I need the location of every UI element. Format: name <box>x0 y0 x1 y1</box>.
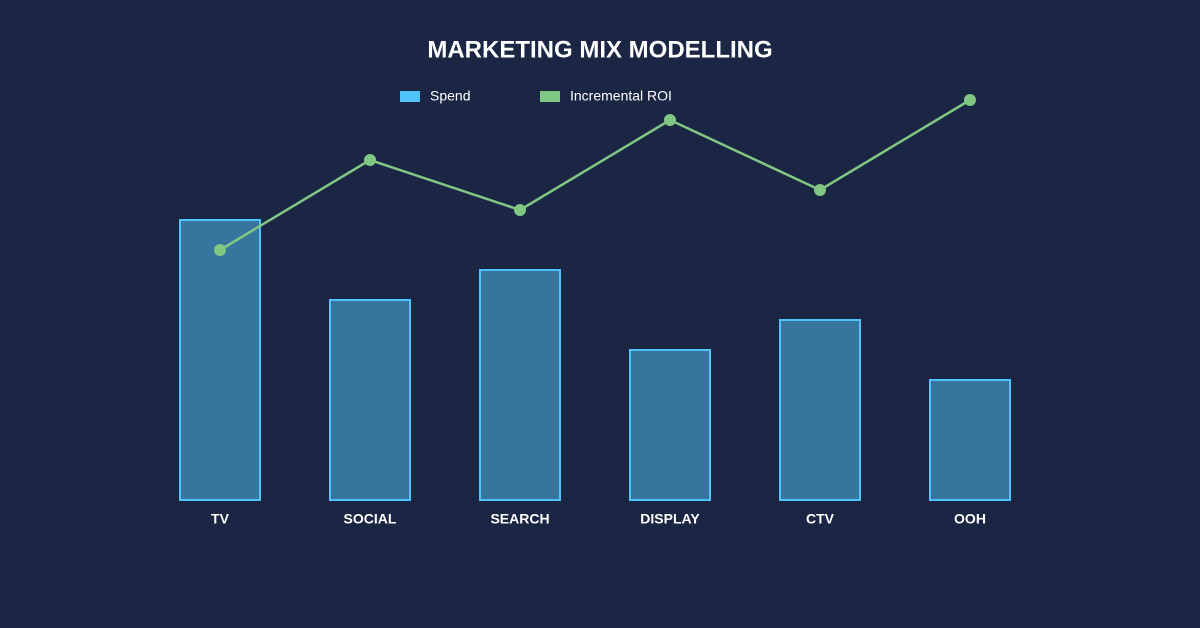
chart-title: MARKETING MIX MODELLING <box>427 36 772 63</box>
point <box>364 154 376 166</box>
point <box>514 204 526 216</box>
x-tick-label: SEARCH <box>490 511 549 527</box>
bar <box>779 319 861 501</box>
point <box>964 94 976 106</box>
legend-label: Spend <box>430 88 470 104</box>
point <box>814 184 826 196</box>
x-tick-label: CTV <box>806 511 835 527</box>
x-tick-label: OOH <box>954 511 986 527</box>
legend-label: Incremental ROI <box>570 88 672 104</box>
legend-swatch <box>540 91 560 102</box>
x-tick-label: TV <box>211 511 230 527</box>
x-tick-label: DISPLAY <box>640 511 700 527</box>
x-tick-label: SOCIAL <box>344 511 397 527</box>
point <box>214 244 226 256</box>
point <box>664 114 676 126</box>
line <box>219 98 971 252</box>
bar <box>479 269 561 501</box>
bar <box>179 219 261 501</box>
legend-swatch <box>400 91 420 102</box>
bar <box>929 379 1011 501</box>
bar <box>329 299 411 501</box>
bar <box>629 349 711 501</box>
